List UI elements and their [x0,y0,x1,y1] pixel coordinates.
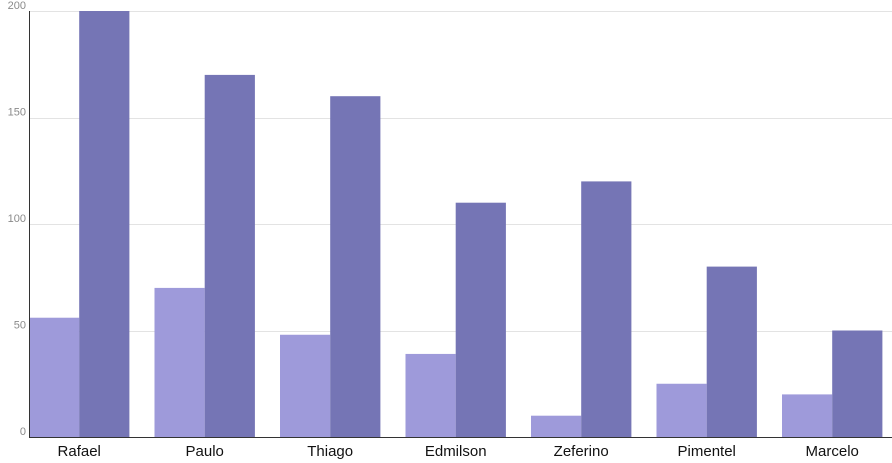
x-tick-label: Marcelo [806,443,859,460]
bar-rafael-series-2 [79,11,130,437]
x-tick-label: Thiago [307,443,353,460]
x-tick-label: Pimentel [678,443,736,460]
x-tick-label: Zeferino [554,443,609,460]
bar-thiago-series-2 [330,96,381,437]
x-tick-label: Edmilson [425,443,487,460]
y-tick-label: 200 [8,0,26,12]
bar-thiago-series-1 [280,334,331,437]
y-tick-label: 100 [8,213,26,225]
bar-rafael-series-1 [29,317,80,437]
bar-marcelo-series-2 [832,330,883,437]
x-axis-ticks: Rafael Paulo Thiago Edmilson Zeferino Pimente… [58,443,859,460]
bar-paulo-series-2 [204,74,255,438]
bar-zeferino-series-2 [581,181,632,437]
y-tick-label: 50 [14,320,26,332]
bar-marcelo-series-1 [782,394,833,437]
bar-edmilson-series-1 [405,353,456,437]
bars [29,11,883,438]
bar-paulo-series-1 [154,287,205,437]
bar-pimentel-series-2 [706,266,757,437]
bar-zeferino-series-1 [531,415,582,437]
x-tick-label: Rafael [58,443,101,460]
bar-edmilson-series-2 [455,202,506,437]
bar-pimentel-series-1 [656,383,707,437]
y-tick-label: 150 [8,107,26,119]
y-tick-label: 0 [20,426,26,438]
axes [29,11,892,438]
x-tick-label: Paulo [186,443,224,460]
y-axis-ticks: 0 50 100 150 200 [8,0,26,438]
